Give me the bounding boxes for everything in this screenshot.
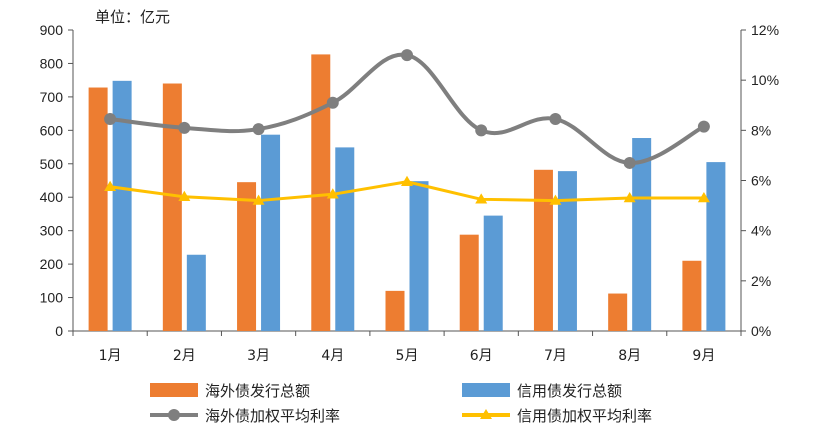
bar-overseas [237, 182, 257, 331]
marker-overseas-rate [178, 121, 191, 134]
bars [88, 54, 726, 332]
y-left-tick-label: 300 [40, 223, 64, 239]
bar-credit [557, 171, 577, 331]
bar-overseas [311, 54, 331, 332]
x-tick-label: 8月 [618, 348, 641, 364]
bar-credit [261, 134, 281, 331]
marker-credit-rate [697, 192, 710, 203]
marker-credit-rate [326, 188, 339, 199]
marker-overseas-rate [104, 113, 117, 126]
y-left-tick-label: 800 [40, 55, 64, 71]
legend-swatch [150, 383, 198, 397]
x-tick-label: 7月 [544, 348, 567, 364]
y-right-tick-label: 8% [751, 122, 771, 138]
y-left-tick-label: 100 [40, 290, 64, 306]
y-left-tick-label: 500 [40, 156, 64, 172]
unit-label: 单位：亿元 [95, 8, 170, 26]
bar-credit [335, 147, 355, 331]
bar-overseas [459, 234, 479, 331]
x-tick-label: 1月 [99, 348, 122, 364]
y-left-tick-label: 600 [40, 122, 64, 138]
bar-credit [186, 254, 206, 331]
marker-overseas-rate [401, 49, 413, 62]
bar-overseas [162, 83, 182, 331]
bar-overseas [533, 169, 553, 331]
y-right-tick-label: 4% [751, 223, 771, 239]
y-left-tick-label: 700 [40, 89, 64, 105]
x-tick-label: 4月 [321, 348, 344, 364]
y-right-tick-label: 6% [751, 173, 771, 189]
y-left-tick-label: 900 [40, 22, 64, 38]
marker-credit-rate [252, 194, 265, 205]
legend-marker [168, 409, 180, 421]
legend-label: 海外债发行总额 [205, 382, 310, 400]
bar-overseas [88, 87, 108, 331]
y-left-tick-label: 200 [40, 256, 64, 272]
x-tick-label: 2月 [173, 348, 196, 364]
marker-overseas-rate [475, 124, 488, 137]
lines [104, 49, 710, 205]
marker-overseas-rate [697, 120, 710, 133]
marker-overseas-rate [623, 156, 636, 169]
y-right-tick-label: 12% [751, 22, 779, 38]
y-right-tick-label: 2% [751, 273, 771, 289]
bar-credit [409, 181, 429, 331]
marker-credit-rate [623, 192, 636, 203]
bar-overseas [608, 293, 628, 331]
marker-credit-rate [178, 190, 191, 202]
marker-overseas-rate [549, 113, 562, 126]
bar-credit [112, 80, 132, 331]
x-tick-label: 3月 [247, 348, 270, 364]
y-right-tick-label: 10% [751, 72, 779, 88]
marker-credit-rate [549, 194, 562, 205]
bar-credit [706, 162, 726, 331]
marker-credit-rate [475, 193, 488, 204]
axes: 0 100 200 300 400 500 600 700 800 900 0% 2% 4% 6% 8% 10… [40, 22, 779, 364]
y-left-tick-label: 400 [40, 189, 64, 205]
bar-overseas [385, 290, 405, 331]
y-right-tick-label: 0% [751, 323, 771, 339]
line-overseas-rate [109, 52, 705, 165]
marker-overseas-rate [326, 96, 339, 109]
marker-credit-rate [104, 180, 117, 191]
x-tick-label: 9月 [692, 348, 715, 364]
x-tick-label: 6月 [470, 348, 493, 364]
legend-label: 海外债加权平均利率 [205, 407, 340, 425]
bar-credit [483, 215, 503, 331]
bar-credit [632, 138, 652, 331]
marker-credit-rate [401, 175, 413, 186]
y-left-tick-label: 0 [55, 323, 63, 339]
legend-marker [480, 409, 492, 419]
x-tick-label: 5月 [396, 348, 419, 364]
legend-label: 信用债加权平均利率 [517, 407, 652, 425]
marker-overseas-rate [252, 123, 265, 136]
legend-label: 信用债发行总额 [517, 382, 622, 400]
legend-swatch [462, 383, 510, 397]
bar-overseas [682, 260, 702, 331]
